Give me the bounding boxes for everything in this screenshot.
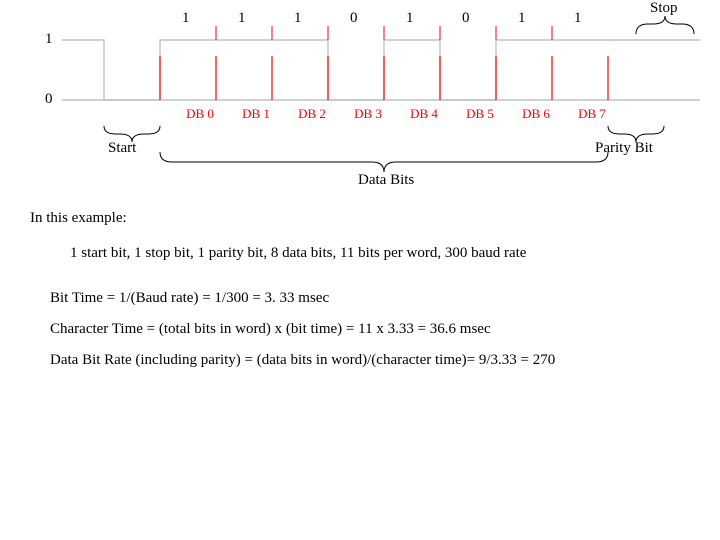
bit-value-1: 1 [238,10,246,27]
calc-char-time: Character Time = (total bits in word) x … [50,321,690,338]
intro-line: In this example: [30,210,690,227]
bit-value-0: 1 [182,10,190,27]
bit-value-4: 1 [406,10,414,27]
parity-annotation: Parity Bit [595,140,653,157]
summary-line: 1 start bit, 1 stop bit, 1 parity bit, 8… [70,245,690,262]
bit-value-7: 1 [574,10,582,27]
db-label-5: DB 5 [456,106,504,122]
y-axis-low: 0 [45,91,53,108]
calc-bit-time: Bit Time = 1/(Baud rate) = 1/300 = 3. 33… [50,290,690,307]
timing-diagram: 1 0 1 1 1 0 1 0 1 1 Stop DB 0 DB 1 DB 2 DB 3 DB 4 DB 5 DB… [0,0,720,200]
bit-value-6: 1 [518,10,526,27]
bit-value-3: 0 [350,10,358,27]
timing-diagram-svg [0,0,720,200]
db-label-2: DB 2 [288,106,336,122]
db-label-1: DB 1 [232,106,280,122]
start-annotation: Start [108,140,136,157]
db-label-4: DB 4 [400,106,448,122]
bit-value-2: 1 [294,10,302,27]
db-label-3: DB 3 [344,106,392,122]
data-bits-annotation: Data Bits [358,172,414,189]
stop-label: Stop [650,0,678,17]
db-label-7: DB 7 [568,106,616,122]
y-axis-high: 1 [45,31,53,48]
explanation-text: In this example: 1 start bit, 1 stop bit… [0,200,720,369]
calc-data-rate: Data Bit Rate (including parity) = (data… [50,352,690,369]
bit-value-5: 0 [462,10,470,27]
db-label-0: DB 0 [176,106,224,122]
db-label-6: DB 6 [512,106,560,122]
